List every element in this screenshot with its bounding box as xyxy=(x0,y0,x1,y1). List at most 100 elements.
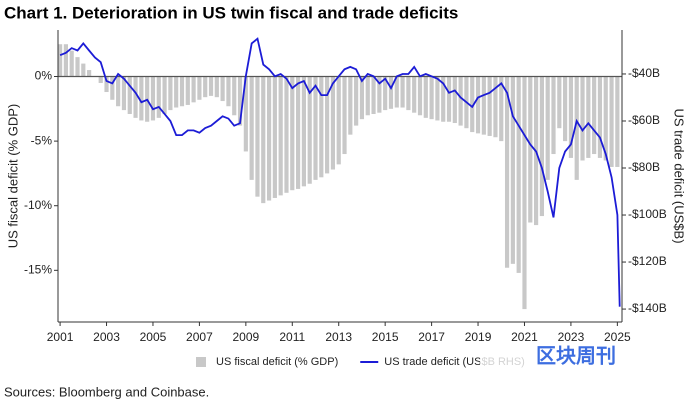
watermark: 区块周刊 xyxy=(536,344,616,367)
chart-title: Chart 1. Deterioration in US twin fiscal… xyxy=(4,3,458,22)
x-tick-label: 2001 xyxy=(47,330,74,344)
bar xyxy=(290,76,295,191)
bar xyxy=(185,76,190,105)
y-tick-label: -15% xyxy=(24,262,52,276)
bar xyxy=(458,76,463,126)
bar xyxy=(359,76,365,120)
bar xyxy=(522,76,527,310)
bar xyxy=(278,76,283,196)
x-tick-label: 2003 xyxy=(93,330,120,344)
y2-tick-label: -$40B xyxy=(628,66,660,80)
x-tick-label: 2015 xyxy=(372,330,399,344)
x-tick-label: 2009 xyxy=(232,330,259,344)
x-tick-label: 2013 xyxy=(325,330,352,344)
trade-line xyxy=(59,37,621,307)
bar xyxy=(354,76,359,126)
bar xyxy=(197,76,202,100)
bar xyxy=(510,76,515,264)
bar xyxy=(243,76,248,152)
legend-label: US fiscal deficit (% GDP) xyxy=(216,356,338,368)
bar xyxy=(574,76,579,180)
y-tick-label: 0% xyxy=(35,69,53,83)
bar xyxy=(168,76,173,111)
y2-tick-label: -$140B xyxy=(628,301,667,315)
bar xyxy=(295,76,301,189)
bar xyxy=(417,76,423,116)
bar xyxy=(98,76,103,83)
bar xyxy=(557,76,562,129)
bar xyxy=(545,76,550,180)
bar xyxy=(377,76,382,113)
bar xyxy=(586,76,591,158)
bar xyxy=(493,76,498,138)
bar xyxy=(452,76,457,124)
y-tick-label: -5% xyxy=(31,133,53,147)
x-tick-label: 2025 xyxy=(604,330,631,344)
bar xyxy=(249,76,254,180)
bar xyxy=(325,76,330,174)
bar xyxy=(499,76,504,142)
bar xyxy=(266,76,272,201)
bar xyxy=(568,76,574,158)
bar xyxy=(301,76,306,187)
y-axis-title: US fiscal deficit (% GDP) xyxy=(5,104,20,248)
bar xyxy=(592,76,597,155)
bar xyxy=(487,76,492,136)
x-tick-label: 2011 xyxy=(279,330,305,344)
bar xyxy=(272,76,277,198)
source-note: Sources: Bloomberg and Coinbase. xyxy=(4,384,209,399)
bar xyxy=(87,70,92,77)
bar xyxy=(528,76,533,223)
bar xyxy=(127,76,132,114)
bar xyxy=(255,76,260,197)
bar xyxy=(208,76,214,96)
x-tick-label: 2017 xyxy=(418,330,445,344)
bar xyxy=(179,76,185,107)
bar xyxy=(133,76,138,118)
y2-tick-label: -$60B xyxy=(628,113,660,127)
bar xyxy=(603,76,608,161)
bar xyxy=(470,76,475,133)
bar xyxy=(580,76,585,161)
bar xyxy=(348,76,353,135)
bar xyxy=(475,76,481,134)
bar xyxy=(313,76,318,180)
bar xyxy=(551,76,556,155)
watermark-bg xyxy=(480,341,680,373)
bar xyxy=(441,76,446,122)
bar xyxy=(104,76,109,93)
x-tick-label: 2005 xyxy=(140,330,167,344)
bar xyxy=(237,76,243,126)
bar xyxy=(539,76,544,217)
bar xyxy=(174,76,179,108)
bar xyxy=(226,76,231,107)
bar xyxy=(383,76,388,111)
bar xyxy=(429,76,434,120)
bar xyxy=(406,76,411,111)
bar xyxy=(388,76,394,109)
bar xyxy=(423,76,428,118)
bar xyxy=(232,76,237,116)
bar xyxy=(400,76,405,108)
bar xyxy=(342,76,347,155)
bar xyxy=(203,76,208,98)
bar xyxy=(609,76,614,167)
bar xyxy=(284,76,289,193)
y2-axis-title: US trade deficit (US$B) xyxy=(672,108,687,243)
bar xyxy=(156,76,161,118)
bar xyxy=(261,76,266,204)
bar xyxy=(446,76,452,122)
bar xyxy=(63,44,68,77)
bar xyxy=(615,76,620,167)
bar xyxy=(371,76,376,114)
bar xyxy=(75,57,80,77)
y2-tick-label: -$100B xyxy=(628,207,667,221)
y2-tick-label: -$80B xyxy=(628,160,660,174)
bar xyxy=(319,76,324,178)
x-tick-label: 2021 xyxy=(511,330,538,344)
bar xyxy=(162,76,167,114)
y2-tick-label: -$120B xyxy=(628,254,667,268)
bar xyxy=(597,76,603,158)
bar xyxy=(516,76,521,273)
